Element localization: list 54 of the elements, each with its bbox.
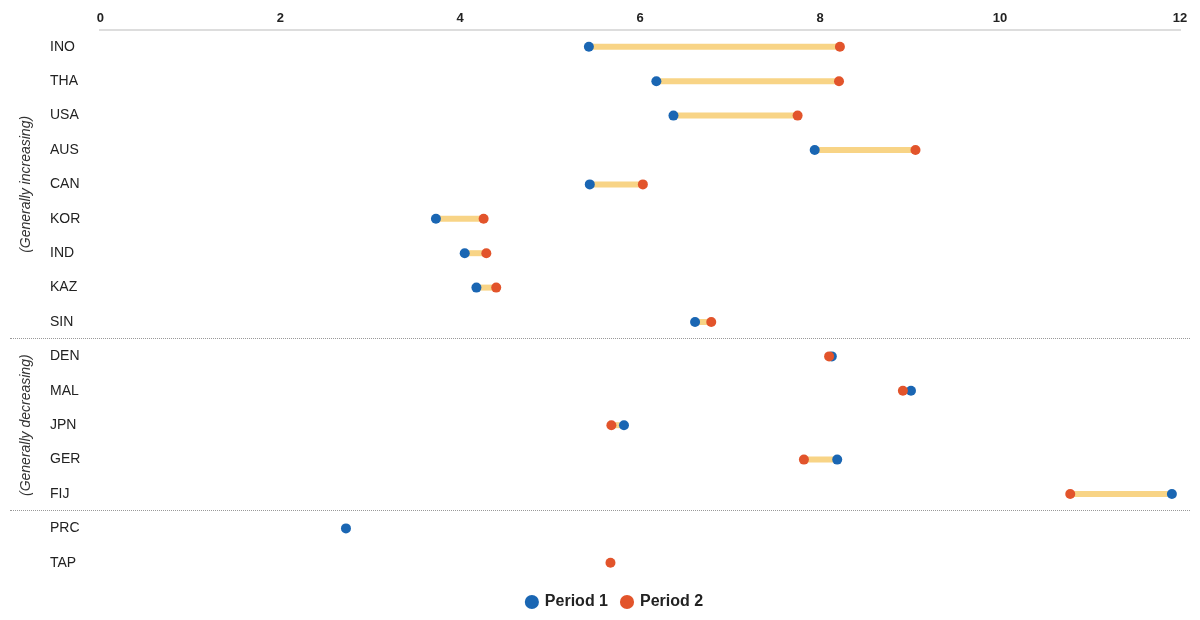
x-tick-label: 6: [636, 10, 644, 26]
point: [459, 248, 470, 259]
y-tick-label: CAN: [50, 175, 80, 192]
y-tick-label: SIN: [50, 312, 74, 329]
x-tick-label: 4: [456, 10, 465, 26]
x-tick-label: 0: [96, 10, 104, 26]
point: [651, 76, 662, 87]
point: [668, 110, 679, 121]
y-tick-label: FIJ: [50, 484, 70, 501]
y-tick-label: AUS: [50, 140, 79, 157]
legend-label: Period 2: [640, 592, 704, 610]
y-tick-label: IND: [50, 244, 75, 261]
point: [897, 385, 908, 396]
point: [834, 76, 845, 87]
text: (Generally increasing): [16, 115, 33, 253]
point: [606, 420, 617, 431]
y-tick-label: MAL: [50, 381, 79, 398]
y-tick-label: KAZ: [50, 278, 78, 295]
x-tick-label: 2: [276, 10, 284, 26]
y-tick-label: KOR: [50, 209, 81, 226]
text: (Generally decreasing): [16, 354, 33, 497]
point: [481, 248, 492, 259]
point: [605, 557, 616, 568]
point: [471, 282, 482, 293]
y-tick-label: DEN: [50, 347, 80, 364]
y-tick-label: USA: [50, 106, 80, 123]
y-tick-label: INO: [50, 37, 75, 54]
point: [491, 282, 502, 293]
point: [809, 145, 820, 155]
point: [584, 179, 595, 190]
x-tick-label: 12: [1172, 10, 1188, 26]
point: [430, 213, 441, 224]
y-tick-label: JPN: [50, 416, 77, 433]
x-tick-label: 8: [816, 10, 824, 26]
point: [706, 317, 717, 327]
point: [340, 523, 351, 534]
point: [583, 41, 594, 52]
legend-label: Period 1: [544, 592, 609, 610]
y-tick-label: THA: [50, 72, 79, 89]
x-tick-label: 10: [992, 10, 1008, 26]
y-tick-label: TAP: [50, 553, 77, 570]
point: [637, 179, 648, 190]
point: [478, 213, 489, 224]
point: [910, 145, 921, 155]
point: [798, 454, 809, 465]
point: [834, 41, 845, 52]
y-tick-label: GER: [50, 450, 81, 467]
point: [832, 454, 843, 465]
point: [1065, 489, 1076, 499]
point: [618, 420, 629, 431]
point: [690, 317, 701, 327]
point: [1166, 489, 1177, 499]
y-tick-label: PRC: [50, 519, 80, 536]
point: [792, 110, 803, 121]
